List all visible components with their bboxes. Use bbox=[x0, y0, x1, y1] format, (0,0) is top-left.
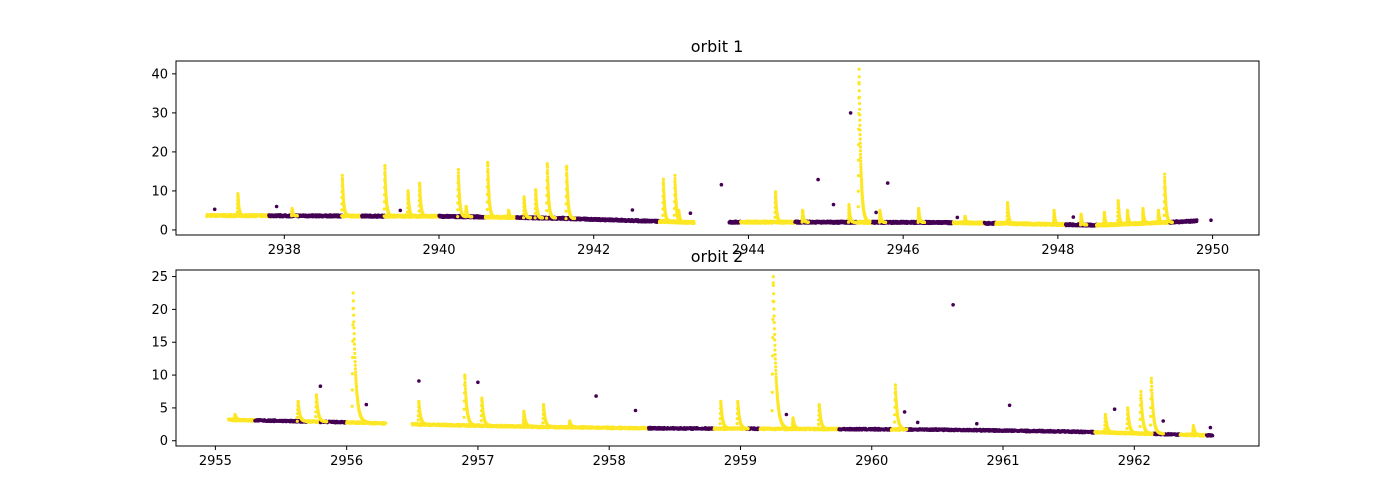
points-layer bbox=[205, 67, 1213, 228]
subplot-title: orbit 1 bbox=[691, 37, 744, 56]
subplot-orbit-1: orbit 1 2938 2940 2942 2944 2946 2948 2950 010… bbox=[151, 37, 1260, 258]
baseline-point bbox=[1195, 218, 1199, 222]
baseline-point bbox=[692, 221, 696, 225]
